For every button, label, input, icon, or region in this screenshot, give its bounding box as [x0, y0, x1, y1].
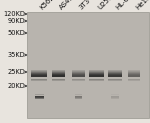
Bar: [111, 94, 119, 95]
Bar: [111, 96, 119, 97]
Bar: [128, 79, 140, 80]
Bar: [31, 73, 47, 74]
Bar: [31, 75, 47, 76]
Bar: [108, 71, 122, 72]
Bar: [31, 79, 47, 80]
Bar: [72, 78, 85, 79]
Bar: [52, 74, 65, 75]
Bar: [72, 76, 85, 77]
Bar: [89, 78, 104, 79]
Bar: [72, 79, 85, 80]
Bar: [89, 70, 104, 71]
Bar: [128, 78, 140, 79]
Bar: [52, 80, 65, 81]
Bar: [89, 74, 104, 75]
Text: U251: U251: [97, 0, 114, 11]
Bar: [128, 76, 140, 77]
Bar: [75, 96, 82, 97]
Bar: [108, 78, 122, 79]
Bar: [75, 94, 82, 95]
Bar: [111, 97, 119, 98]
Bar: [108, 79, 122, 80]
Bar: [52, 76, 65, 77]
Text: 35KD: 35KD: [7, 52, 25, 58]
Text: K562: K562: [39, 0, 56, 11]
Bar: [89, 76, 104, 77]
Bar: [108, 75, 122, 76]
Bar: [31, 80, 47, 81]
Text: 50KD: 50KD: [7, 30, 25, 36]
Bar: [72, 72, 85, 73]
Bar: [108, 72, 122, 73]
Bar: [52, 73, 65, 74]
Text: 120KD: 120KD: [3, 11, 25, 17]
Bar: [89, 73, 104, 74]
Bar: [72, 73, 85, 74]
Bar: [52, 72, 65, 73]
Bar: [89, 71, 104, 72]
Bar: [128, 74, 140, 75]
Bar: [75, 98, 82, 99]
Bar: [72, 70, 85, 71]
Bar: [89, 75, 104, 76]
Bar: [52, 70, 65, 71]
Bar: [128, 71, 140, 72]
Bar: [128, 75, 140, 76]
Bar: [111, 98, 119, 99]
Text: 20KD: 20KD: [7, 83, 25, 89]
Bar: [89, 72, 104, 73]
Text: He1a: He1a: [134, 0, 150, 11]
Bar: [89, 80, 104, 81]
Bar: [108, 80, 122, 81]
Bar: [128, 73, 140, 74]
Bar: [108, 73, 122, 74]
Text: HL-60: HL-60: [115, 0, 134, 11]
Bar: [31, 70, 47, 71]
Bar: [128, 72, 140, 73]
Bar: [89, 79, 104, 80]
Bar: [128, 70, 140, 71]
Bar: [52, 79, 65, 80]
Bar: [108, 76, 122, 77]
Bar: [72, 71, 85, 72]
Bar: [72, 80, 85, 81]
Bar: [72, 75, 85, 76]
Bar: [31, 72, 47, 73]
Text: 90KD: 90KD: [7, 18, 25, 24]
Bar: [27, 12, 149, 118]
Bar: [52, 71, 65, 72]
Bar: [75, 97, 82, 98]
Text: 3T3: 3T3: [78, 0, 92, 11]
Bar: [31, 78, 47, 79]
Bar: [52, 75, 65, 76]
Bar: [31, 76, 47, 77]
Text: 25KD: 25KD: [7, 69, 25, 75]
Bar: [35, 96, 44, 97]
Bar: [108, 70, 122, 71]
Bar: [128, 80, 140, 81]
Bar: [35, 98, 44, 99]
Bar: [31, 71, 47, 72]
Bar: [35, 94, 44, 95]
Bar: [35, 97, 44, 98]
Bar: [72, 74, 85, 75]
Bar: [108, 74, 122, 75]
Bar: [52, 78, 65, 79]
Bar: [31, 74, 47, 75]
Text: AS49: AS49: [59, 0, 76, 11]
